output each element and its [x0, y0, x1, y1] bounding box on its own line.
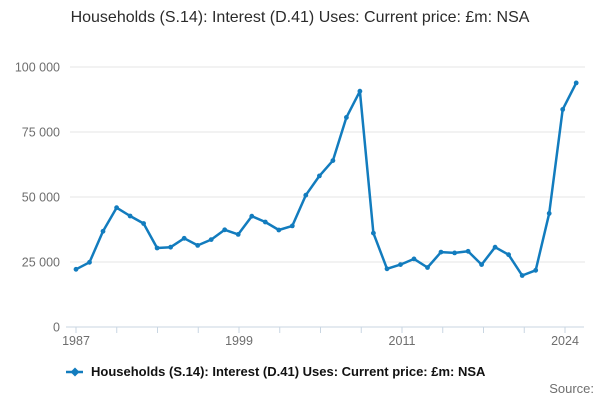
data-point[interactable]	[222, 227, 228, 233]
data-point[interactable]	[492, 244, 498, 250]
data-point[interactable]	[425, 265, 430, 270]
y-axis-labels: 0 25 000 50 000 75 000 100 000	[15, 61, 60, 335]
data-point[interactable]	[154, 245, 160, 251]
data-point[interactable]	[262, 219, 268, 225]
svg-text:50 000: 50 000	[22, 191, 60, 205]
series-line[interactable]	[73, 80, 579, 278]
data-point[interactable]	[344, 115, 349, 120]
data-point[interactable]	[546, 211, 552, 216]
data-point[interactable]	[289, 223, 295, 229]
data-point[interactable]	[533, 267, 539, 273]
svg-text:25 000: 25 000	[22, 256, 60, 270]
data-point[interactable]	[411, 256, 417, 262]
legend-item[interactable]: Households (S.14): Interest (D.41) Uses:…	[66, 364, 485, 379]
legend-line-marker	[66, 367, 83, 376]
svg-text:1999: 1999	[225, 334, 253, 348]
data-point[interactable]	[87, 259, 92, 265]
legend-label: Households (S.14): Interest (D.41) Uses:…	[91, 364, 486, 379]
svg-text:1987: 1987	[62, 334, 90, 348]
data-point[interactable]	[181, 235, 187, 241]
chart-title: Households (S.14): Interest (D.41) Uses:…	[70, 9, 530, 26]
data-point[interactable]	[114, 205, 119, 211]
data-point[interactable]	[398, 262, 403, 267]
data-point[interactable]	[371, 230, 376, 236]
data-point[interactable]	[168, 244, 174, 250]
data-point[interactable]	[465, 248, 471, 254]
data-point[interactable]	[249, 213, 255, 219]
gridlines	[70, 66, 585, 263]
svg-text:100 000: 100 000	[15, 61, 60, 75]
data-point[interactable]	[560, 107, 566, 112]
data-point[interactable]	[235, 232, 241, 237]
data-point[interactable]	[438, 249, 444, 255]
svg-text:2011: 2011	[389, 334, 416, 348]
data-point[interactable]	[330, 158, 336, 164]
svg-text:0: 0	[53, 321, 60, 335]
data-point[interactable]	[195, 243, 201, 248]
source-label: Source:	[549, 381, 594, 396]
data-point[interactable]	[276, 227, 282, 233]
data-point[interactable]	[506, 252, 511, 258]
data-point[interactable]	[141, 221, 147, 226]
data-point[interactable]	[479, 262, 484, 267]
data-point[interactable]	[208, 237, 214, 243]
data-point[interactable]	[127, 213, 133, 219]
data-point[interactable]	[303, 192, 309, 198]
svg-text:2024: 2024	[551, 334, 579, 348]
data-point[interactable]	[357, 88, 363, 94]
data-point[interactable]	[317, 173, 322, 179]
x-axis: 1987 1999 2011 2024	[62, 326, 584, 348]
data-point[interactable]	[573, 80, 579, 86]
line-chart-canvas: 0 25 000 50 000 75 000 100 000 1987 1999 2011 20…	[15, 61, 585, 348]
data-point[interactable]	[73, 266, 79, 272]
data-point[interactable]	[384, 266, 390, 272]
data-point[interactable]	[100, 228, 106, 234]
data-point[interactable]	[519, 273, 525, 278]
data-point[interactable]	[452, 250, 457, 256]
svg-text:75 000: 75 000	[22, 126, 60, 140]
